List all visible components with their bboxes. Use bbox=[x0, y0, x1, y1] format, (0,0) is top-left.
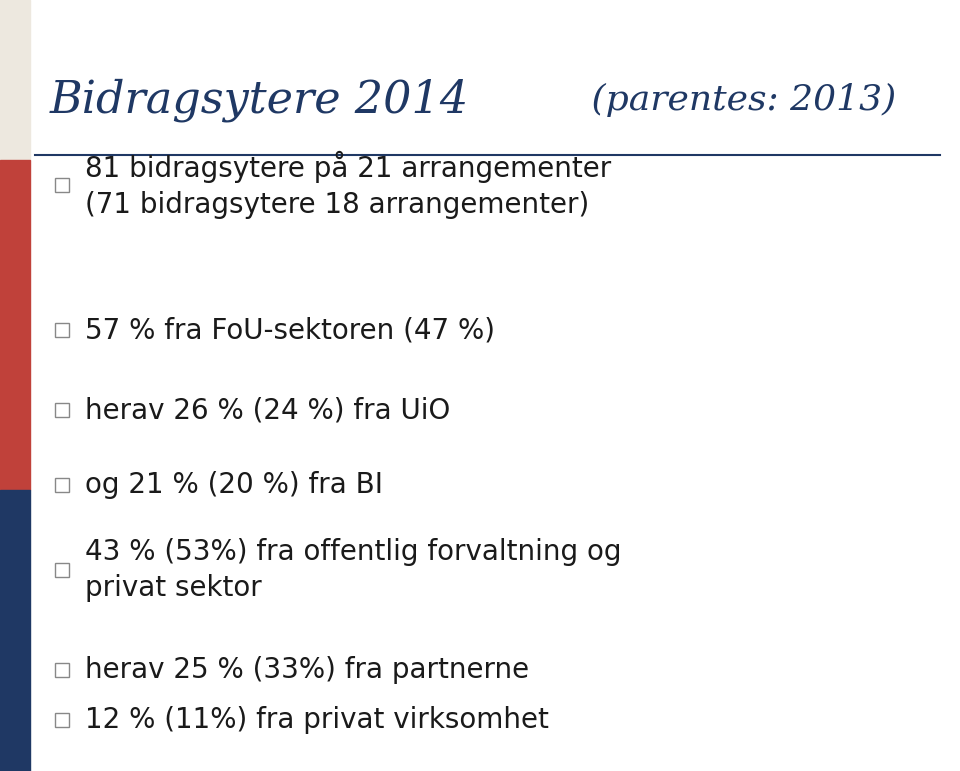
Bar bbox=[55, 563, 69, 577]
Bar bbox=[0, 490, 30, 771]
Text: 81 bidragsytere på 21 arrangementer
(71 bidragsytere 18 arrangementer): 81 bidragsytere på 21 arrangementer (71 … bbox=[85, 151, 612, 219]
Bar bbox=[55, 178, 69, 192]
Bar bbox=[55, 663, 69, 677]
Text: herav 26 % (24 %) fra UiO: herav 26 % (24 %) fra UiO bbox=[85, 396, 450, 424]
Bar bbox=[55, 478, 69, 492]
Bar bbox=[55, 403, 69, 417]
Text: 12 % (11%) fra privat virksomhet: 12 % (11%) fra privat virksomhet bbox=[85, 706, 549, 734]
Text: og 21 % (20 %) fra BI: og 21 % (20 %) fra BI bbox=[85, 471, 383, 499]
Text: herav 25 % (33%) fra partnerne: herav 25 % (33%) fra partnerne bbox=[85, 656, 529, 684]
Bar bbox=[55, 323, 69, 337]
Text: 43 % (53%) fra offentlig forvaltning og
privat sektor: 43 % (53%) fra offentlig forvaltning og … bbox=[85, 538, 621, 602]
Text: 57 % fra FoU-sektoren (47 %): 57 % fra FoU-sektoren (47 %) bbox=[85, 316, 495, 344]
Text: (parentes: 2013): (parentes: 2013) bbox=[580, 83, 897, 117]
Text: Bidragsytere 2014: Bidragsytere 2014 bbox=[50, 78, 469, 122]
Bar bbox=[0, 160, 30, 490]
Bar bbox=[0, 0, 30, 160]
Bar bbox=[55, 713, 69, 727]
